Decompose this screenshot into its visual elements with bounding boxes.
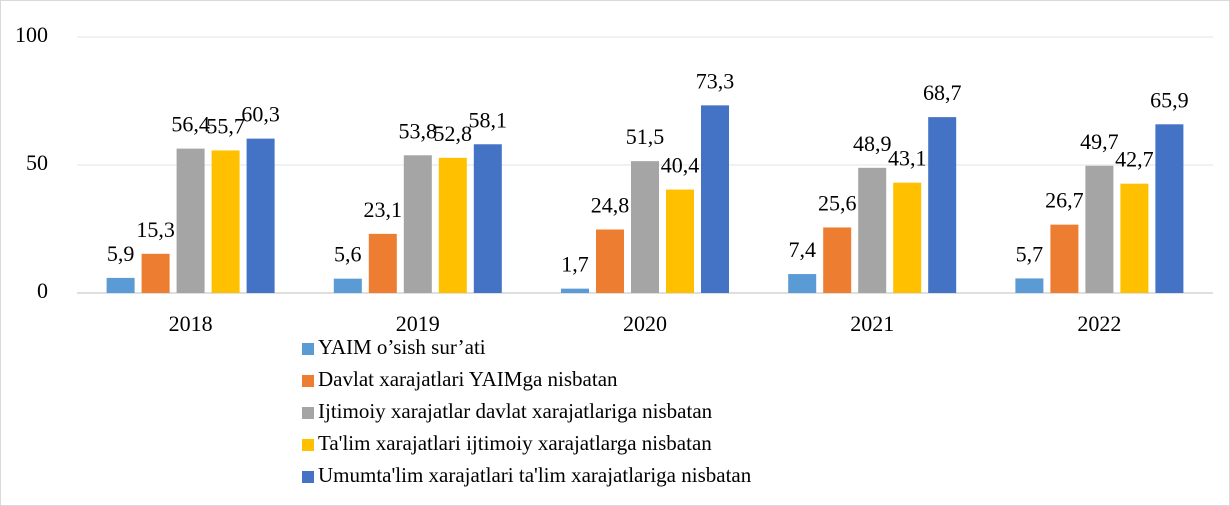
legend-swatch bbox=[302, 343, 314, 355]
data-label: 5,7 bbox=[1016, 241, 1044, 266]
bar bbox=[368, 233, 397, 293]
data-label: 49,7 bbox=[1080, 129, 1119, 154]
data-label: 60,3 bbox=[241, 102, 280, 127]
data-label: 40,4 bbox=[661, 153, 700, 178]
bar bbox=[403, 155, 432, 293]
legend-swatch bbox=[302, 439, 314, 451]
bar bbox=[473, 144, 502, 293]
data-label: 52,8 bbox=[434, 121, 473, 146]
bar bbox=[1120, 183, 1149, 293]
data-label: 43,1 bbox=[888, 146, 927, 171]
bar bbox=[788, 274, 817, 293]
legend-swatch bbox=[302, 375, 314, 387]
bar bbox=[858, 167, 887, 293]
bar bbox=[561, 288, 589, 293]
y-tick-label: 50 bbox=[26, 150, 48, 175]
data-label: 1,7 bbox=[561, 252, 589, 277]
x-tick-label: 2021 bbox=[850, 311, 894, 336]
legend-label: Davlat xarajatlari YAIMga nisbatan bbox=[318, 367, 618, 391]
legend-label: Ta'lim xarajatlari ijtimoiy xarajatlarga… bbox=[318, 431, 712, 455]
bar bbox=[246, 138, 275, 293]
bar bbox=[1085, 165, 1114, 293]
bar bbox=[141, 253, 170, 293]
bar bbox=[928, 117, 957, 294]
bar bbox=[701, 105, 729, 294]
x-tick-label: 2020 bbox=[623, 311, 667, 336]
data-label: 24,8 bbox=[591, 193, 630, 218]
bar bbox=[211, 150, 240, 293]
data-label: 5,6 bbox=[334, 242, 362, 267]
data-label: 55,7 bbox=[206, 113, 245, 138]
bar bbox=[106, 277, 135, 293]
bar bbox=[1015, 278, 1044, 293]
data-label: 65,9 bbox=[1150, 87, 1189, 112]
bar bbox=[333, 278, 362, 293]
data-label: 58,1 bbox=[469, 107, 508, 132]
data-label: 5,9 bbox=[107, 241, 135, 266]
data-label: 15,3 bbox=[136, 217, 175, 242]
legend-swatch bbox=[302, 407, 314, 419]
data-label: 53,8 bbox=[399, 118, 438, 143]
data-label: 42,7 bbox=[1115, 147, 1154, 172]
bar bbox=[596, 229, 624, 293]
bar bbox=[666, 189, 694, 293]
data-label: 7,4 bbox=[788, 237, 816, 262]
bar bbox=[1050, 224, 1079, 293]
bar bbox=[1155, 124, 1184, 294]
legend-label: YAIM o’sish sur’ati bbox=[318, 335, 486, 359]
x-tick-label: 2019 bbox=[396, 311, 440, 336]
data-label: 23,1 bbox=[364, 197, 403, 222]
bar bbox=[893, 182, 922, 293]
legend-swatch bbox=[302, 471, 314, 483]
y-tick-label: 100 bbox=[15, 22, 48, 47]
bar bbox=[631, 161, 659, 293]
legend-label: Ijtimoiy xarajatlar davlat xarajatlariga… bbox=[318, 399, 713, 423]
y-tick-label: 0 bbox=[37, 278, 48, 303]
data-label: 73,3 bbox=[696, 68, 735, 93]
data-label: 51,5 bbox=[626, 124, 665, 149]
x-tick-label: 2022 bbox=[1077, 311, 1121, 336]
bar bbox=[823, 227, 852, 293]
data-label: 48,9 bbox=[853, 131, 892, 156]
legend-label: Umumta'lim xarajatlari ta'lim xarajatlar… bbox=[318, 463, 752, 487]
data-label: 26,7 bbox=[1045, 188, 1084, 213]
data-label: 25,6 bbox=[818, 191, 857, 216]
x-tick-label: 2018 bbox=[169, 311, 213, 336]
bar bbox=[176, 148, 205, 293]
bar bbox=[438, 157, 467, 293]
data-label: 68,7 bbox=[923, 80, 962, 105]
data-label: 56,4 bbox=[171, 112, 210, 137]
